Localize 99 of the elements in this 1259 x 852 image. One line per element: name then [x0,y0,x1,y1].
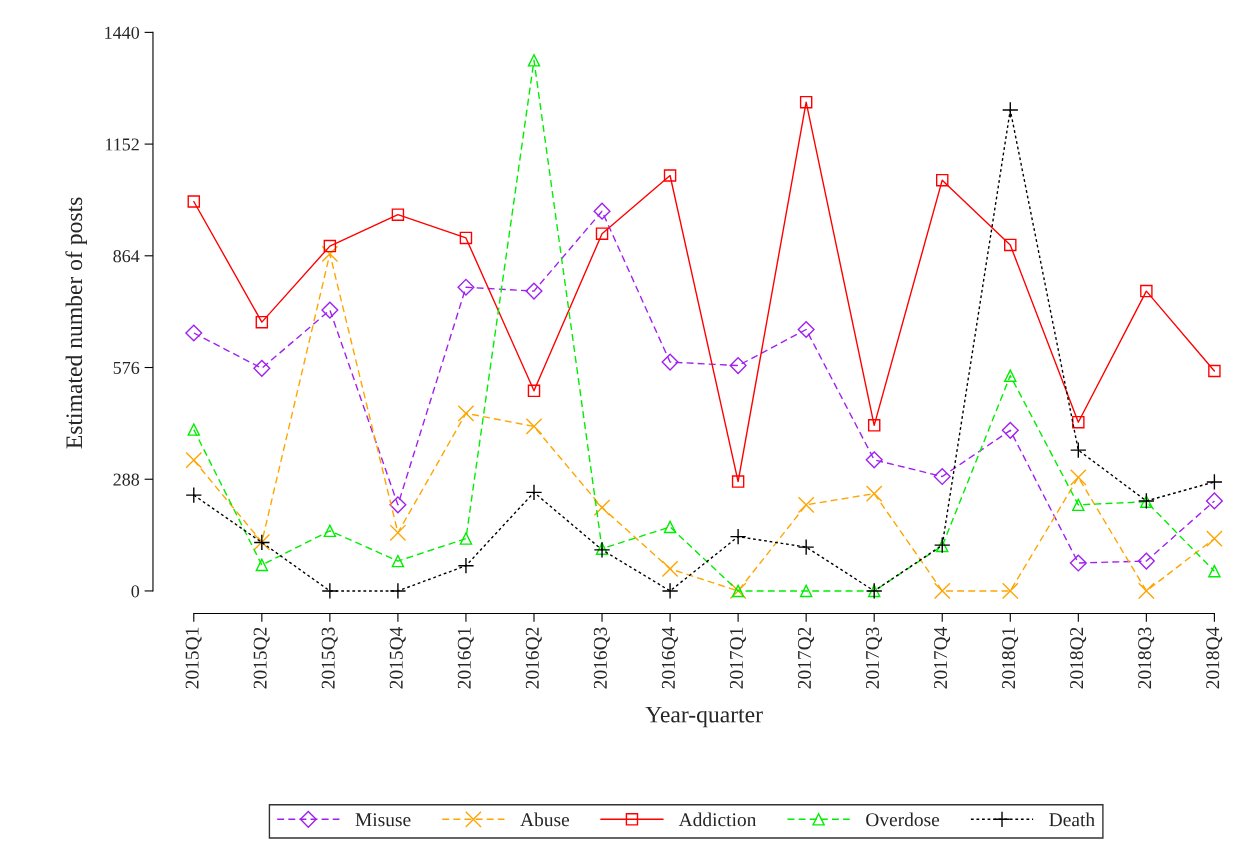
x-tick-label: 2017Q4 [933,626,951,689]
y-tick-label: 0 [131,585,140,598]
point [663,520,677,534]
y-tick-label: 288 [113,473,140,486]
point [525,418,543,435]
point [389,582,407,600]
point [867,419,881,432]
point [389,496,407,514]
point [593,202,611,220]
point [661,560,679,578]
x-tick-label: 2018Q4 [1206,626,1223,689]
point [865,485,883,502]
y-tick-label: 576 [113,361,140,374]
x-tick-label: 2016Q1 [457,627,474,689]
point [457,557,475,575]
point [457,404,475,422]
point [1205,492,1223,510]
point [187,423,201,436]
point [1069,468,1087,486]
x-tick-label: 2016Q2 [525,627,542,689]
point [1140,284,1153,298]
x-tick-label: 2015Q2 [253,627,270,689]
point [1072,498,1085,512]
legend-label: Overdose [866,812,940,827]
point [593,499,611,516]
point [457,278,475,296]
point [1004,238,1017,252]
point [1072,415,1085,429]
legend-label: Misuse [355,813,411,827]
point [185,486,203,504]
point [1208,364,1221,378]
point [661,353,679,371]
point [525,282,543,300]
y-tick-label: 1440 [105,26,140,39]
point [595,542,609,555]
point [459,231,473,245]
point [729,528,747,545]
point [593,541,611,559]
point [321,582,339,600]
point [1208,564,1221,578]
x-tick-label: 2016Q3 [593,627,610,689]
point [1137,552,1155,570]
point [865,451,883,469]
point [799,95,813,109]
y-axis-title: Estimated number of posts [65,197,87,449]
point [255,315,269,329]
point [525,484,543,501]
x-tick-label: 2017Q1 [729,627,746,689]
x-tick-label: 2018Q3 [1138,627,1155,689]
point [731,475,745,488]
point [1069,554,1087,572]
point [253,359,271,377]
y-tick-label: 864 [113,250,140,263]
x-tick-label: 2016Q4 [661,626,678,689]
point [933,582,951,600]
point [323,239,337,253]
point [797,320,815,339]
point [185,451,203,469]
legend-label: Abuse [520,812,570,827]
point [661,582,679,600]
x-tick-label: 2015Q1 [185,627,202,689]
legend-label: Addiction [678,812,757,827]
point [459,532,473,545]
x-tick-label: 2017Q3 [865,627,883,689]
y-tick-label: 1152 [105,138,139,151]
point [187,195,201,208]
legend-label: Death [1049,812,1095,827]
point [255,558,269,572]
point [1138,582,1155,600]
point [527,54,541,67]
point [1206,473,1223,491]
point [1001,421,1019,439]
point [1001,582,1019,600]
point [1069,441,1087,459]
point [391,554,405,568]
x-tick-label: 2018Q2 [1070,627,1087,689]
point [389,524,407,542]
point [595,227,609,240]
x-axis-title: Year-quarter [645,706,763,728]
point [797,538,815,556]
x-tick-label: 2017Q2 [797,627,814,689]
point [933,467,951,486]
x-tick-label: 2018Q1 [1002,627,1019,689]
x-tick-label: 2015Q3 [321,627,338,689]
point [527,384,541,398]
point [797,496,815,514]
point [729,357,747,375]
point [323,524,337,538]
point [1206,530,1223,547]
point [391,208,405,221]
point [185,324,203,342]
x-tick-label: 2015Q4 [389,626,406,689]
point [663,169,677,182]
point [935,173,949,187]
point [799,584,813,598]
point [321,245,339,263]
point [1004,369,1017,382]
point [1001,101,1019,119]
point [321,301,339,319]
